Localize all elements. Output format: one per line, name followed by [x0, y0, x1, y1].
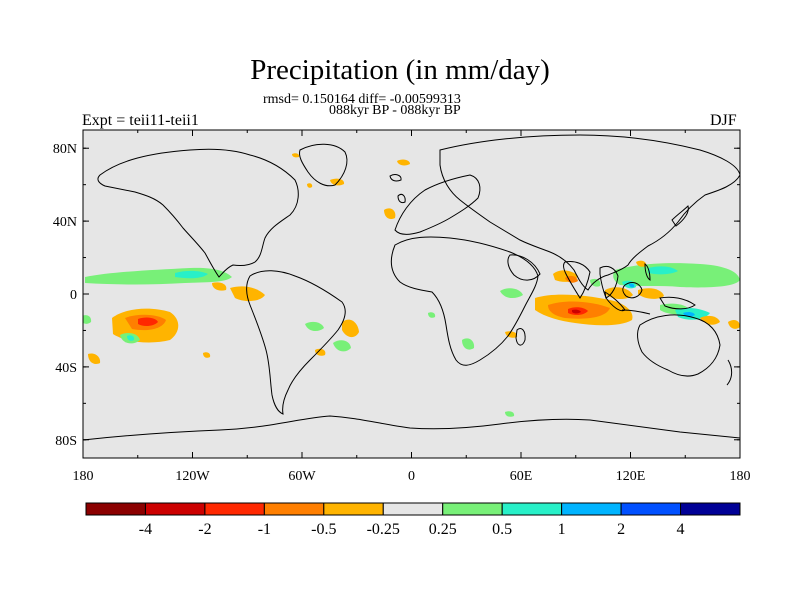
coastline-south-america: [246, 270, 346, 415]
colorbar-label: 2: [617, 521, 625, 538]
coastline-japan: [671, 205, 689, 227]
colorbar-label: -4: [139, 521, 152, 538]
coastline-java: [621, 309, 651, 315]
coastline-europe: [394, 174, 481, 235]
colorbar-label: 0.25: [429, 521, 457, 538]
colorbar-swatch: [620, 502, 682, 516]
coastline-india: [563, 261, 591, 299]
anomaly-west-pacific-wet-core: [648, 266, 678, 275]
colorbar-swatch: [263, 502, 325, 516]
experiment-label: Expt = teii11-teii1: [82, 112, 199, 129]
coastline-borneo: [622, 282, 643, 299]
colorbar-swatch: [382, 502, 444, 516]
anomaly-central-pacific-wet-south: [83, 315, 92, 324]
y-tick-label: 0: [70, 288, 77, 303]
anomaly-amazon-wet: [305, 321, 324, 332]
x-tick-label: 60W: [288, 469, 316, 484]
coastline-arabia: [507, 254, 541, 281]
coastline-new-zealand: [726, 359, 733, 386]
y-tick-label: 80S: [55, 434, 77, 449]
coastline-new-guinea: [659, 296, 696, 310]
colorbar-swatch: [442, 502, 503, 516]
coastline-africa: [390, 236, 539, 366]
colorbar-swatch: [561, 502, 622, 516]
anomaly-far-south-pacific-dry: [88, 353, 101, 364]
anomaly-north-atlantic-dry: [384, 208, 396, 220]
colorbar-swatch: [680, 502, 741, 516]
anomaly-pacific-itcz-wet-core: [175, 270, 208, 279]
coastline-north-america: [97, 148, 299, 278]
anomaly-arctic-dry-2: [330, 178, 345, 186]
colorbar-label: 0.5: [492, 521, 512, 538]
colorbar-swatch: [501, 502, 563, 516]
anomaly-south-pacific-edge-dry: [728, 319, 740, 329]
colorbar-swatch: [323, 502, 384, 516]
x-tick-label: 180: [73, 469, 94, 484]
anomaly-pacific-itcz-dry: [230, 286, 265, 302]
anomaly-indian-ocean-dry-deep: [572, 309, 581, 314]
anomaly-west-africa-wet: [428, 312, 436, 318]
coastline-british-isles: [397, 193, 406, 204]
anomaly-arctic-dry-1: [397, 159, 410, 166]
season-label: DJF: [710, 112, 737, 129]
anomaly-southern-ocean-wet: [505, 411, 515, 417]
anomaly-arctic-dry-4: [292, 153, 300, 158]
coastlines: [83, 134, 740, 441]
colorbar-label: -0.25: [367, 521, 400, 538]
coastline-iceland: [389, 174, 402, 182]
anomaly-west-pacific-dry-north: [636, 260, 647, 267]
anomaly-central-africa-wet: [500, 288, 523, 299]
colorbar-label: -2: [198, 521, 211, 538]
anomaly-southeast-pacific-wet-core: [127, 335, 135, 341]
anomaly-arctic-dry-3: [307, 183, 313, 188]
coastline-southeast-asia: [599, 265, 619, 299]
map-axes: 180 120W 60W 0 60E 120E 180 80N 40N 0 40S 80S: [53, 130, 751, 484]
anomaly-south-atlantic-dry: [315, 348, 326, 356]
coastline-antarctica: [83, 415, 740, 441]
coastline-eurasia: [439, 134, 740, 291]
anomaly-south-pacific-dry-small: [203, 352, 211, 358]
colorbar: -4 -2 -1 -0.5 -0.25 0.25 0.5 1 2 4: [85, 502, 741, 538]
colorbar-swatch: [144, 502, 206, 516]
anomaly-new-guinea-dry: [638, 288, 664, 299]
colorbar-swatch: [204, 502, 265, 516]
colorbar-label: 1: [558, 521, 566, 538]
map-title: Precipitation (in mm/day): [250, 54, 550, 86]
x-tick-label: 180: [730, 469, 751, 484]
rmsd-diff-stats: rmsd= 0.150164 diff= -0.00599313: [263, 92, 461, 107]
y-tick-label: 40S: [55, 361, 77, 376]
coastline-greenland: [299, 143, 348, 187]
anomaly-brazil-dry: [342, 319, 359, 338]
colorbar-label: 4: [677, 521, 685, 538]
x-tick-label: 0: [408, 469, 415, 484]
anomaly-south-atlantic-wet: [333, 340, 351, 352]
anomaly-southeast-pacific-dry-core: [138, 317, 158, 327]
colorbar-label: -1: [258, 521, 271, 538]
anomaly-itcz-dry-small: [212, 282, 227, 291]
period-label: 088kyr BP - 088kyr BP: [329, 103, 461, 118]
y-tick-label: 40N: [53, 215, 77, 230]
coastline-australia: [637, 314, 721, 377]
y-tick-label: 80N: [53, 142, 77, 157]
anomaly-borneo-wet-core: [629, 283, 635, 288]
anomaly-west-pacific-wet-far: [705, 276, 717, 283]
anomaly-east-africa-wet: [462, 338, 475, 350]
colorbar-label: -0.5: [311, 521, 336, 538]
x-tick-label: 120W: [175, 469, 210, 484]
coastline-madagascar: [515, 327, 526, 346]
coastline-philippines: [644, 263, 651, 281]
x-tick-label: 60E: [510, 469, 533, 484]
x-tick-label: 120E: [616, 469, 646, 484]
colorbar-swatch: [85, 502, 146, 516]
